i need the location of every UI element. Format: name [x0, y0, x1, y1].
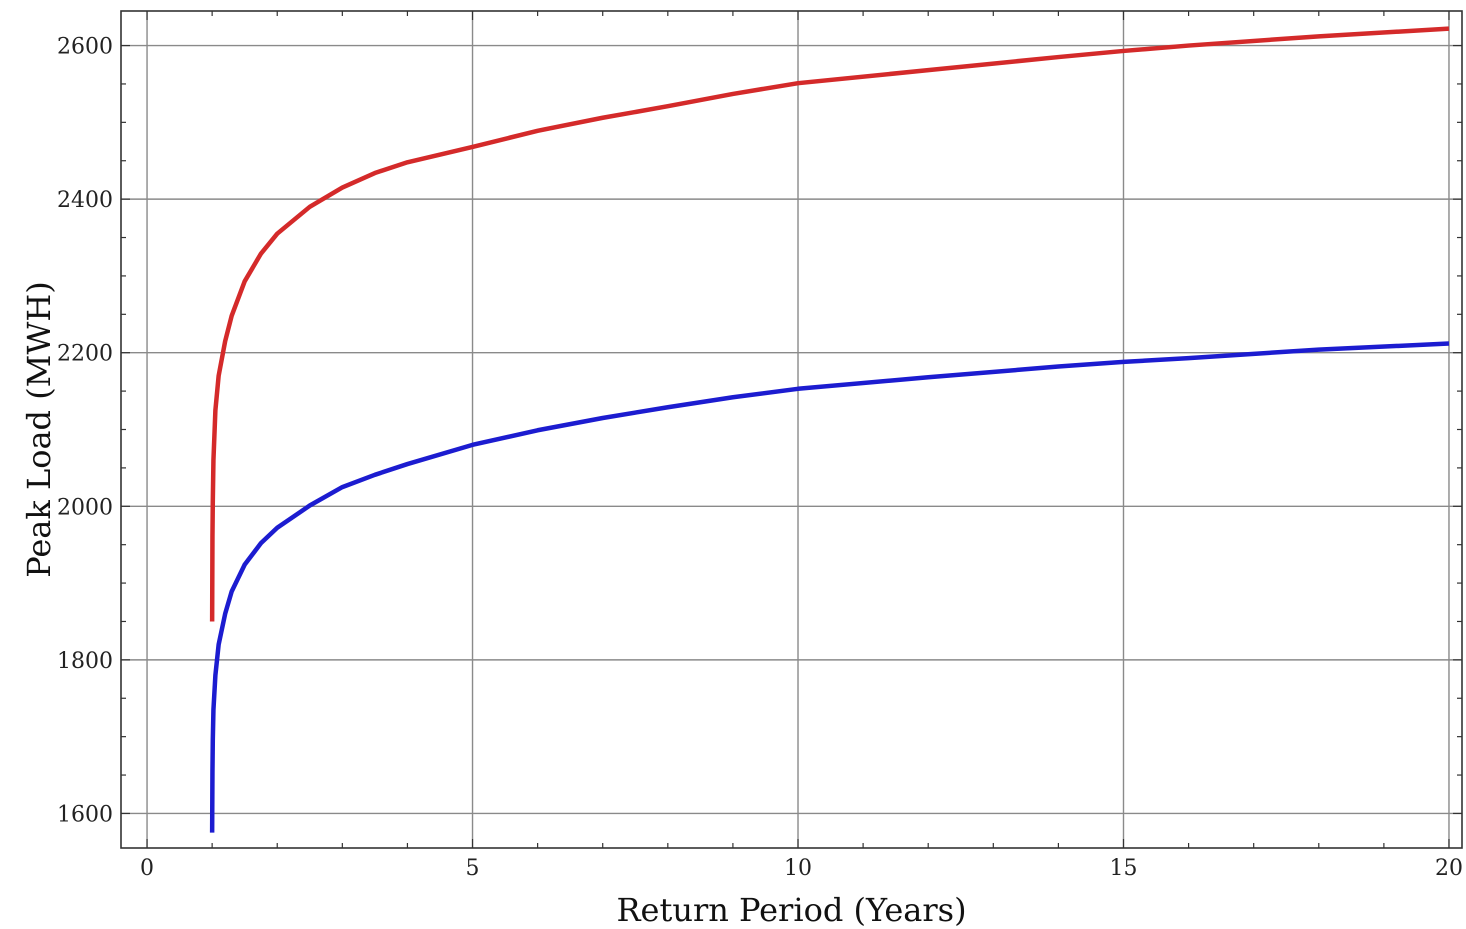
series-lines — [209, 26, 1450, 833]
x-tick-label-1: 5 — [466, 856, 480, 881]
y-tick-label-2: 2000 — [57, 495, 113, 520]
y-tick-label-1: 1800 — [57, 649, 113, 674]
grid-lines — [121, 11, 1462, 848]
y-tick-label-3: 2200 — [57, 342, 113, 367]
x-axis-title: Return Period (Years) — [616, 891, 966, 929]
y-tick-label-5: 2600 — [57, 35, 113, 60]
y-tick-label-4: 2400 — [57, 188, 113, 213]
series-line-1 — [209, 341, 1450, 833]
x-tick-label-4: 20 — [1435, 856, 1463, 881]
y-tick-label-0: 1600 — [57, 802, 113, 827]
series-line-0 — [209, 26, 1450, 622]
x-tick-label-0: 0 — [140, 856, 154, 881]
x-tick-label-3: 15 — [1109, 856, 1137, 881]
y-axis-title: Peak Load (MWH) — [20, 281, 58, 577]
x-tick-label-2: 10 — [784, 856, 812, 881]
axis-ticks — [121, 11, 1462, 848]
y-tick-labels: 1600 1800 2000 2200 2400 2600 — [57, 35, 113, 828]
x-tick-labels: 0 5 10 15 20 — [140, 856, 1463, 881]
plot-frame — [120, 10, 1463, 849]
